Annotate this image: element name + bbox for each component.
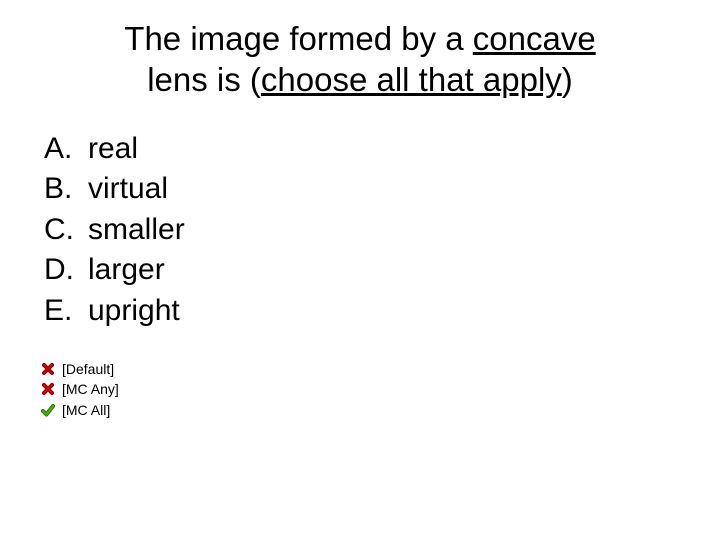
question-title: The image formed by a concave lens is (c… [40,18,680,101]
option-text: upright [88,291,180,332]
title-line2-prefix: lens is ( [147,61,261,98]
option-b: B. virtual [44,169,680,210]
mode-label: [MC Any] [62,379,119,399]
title-line2-suffix: ) [562,61,573,98]
mode-label: [Default] [62,359,114,379]
option-a: A. real [44,129,680,170]
option-c: C. smaller [44,210,680,251]
title-line1-prefix: The image formed by a [124,20,473,57]
option-text: smaller [88,210,185,251]
option-text: virtual [88,169,168,210]
title-line1-underlined: concave [473,20,596,57]
title-line2-underlined: choose all that apply [261,61,562,98]
x-mark-icon [40,361,56,377]
option-letter: B. [44,169,88,210]
check-mark-icon [40,402,56,418]
mode-row-mcany: [MC Any] [40,379,680,399]
slide: The image formed by a concave lens is (c… [0,0,720,540]
x-mark-icon [40,381,56,397]
mode-label: [MC All] [62,400,110,420]
option-text: larger [88,250,165,291]
grading-modes: [Default] [MC Any] [40,359,680,420]
option-letter: C. [44,210,88,251]
option-d: D. larger [44,250,680,291]
option-letter: D. [44,250,88,291]
option-text: real [88,129,138,170]
option-e: E. upright [44,291,680,332]
answer-options: A. real B. virtual C. smaller D. larger … [44,129,680,332]
mode-row-default: [Default] [40,359,680,379]
option-letter: E. [44,291,88,332]
mode-row-mcall: [MC All] [40,400,680,420]
option-letter: A. [44,129,88,170]
